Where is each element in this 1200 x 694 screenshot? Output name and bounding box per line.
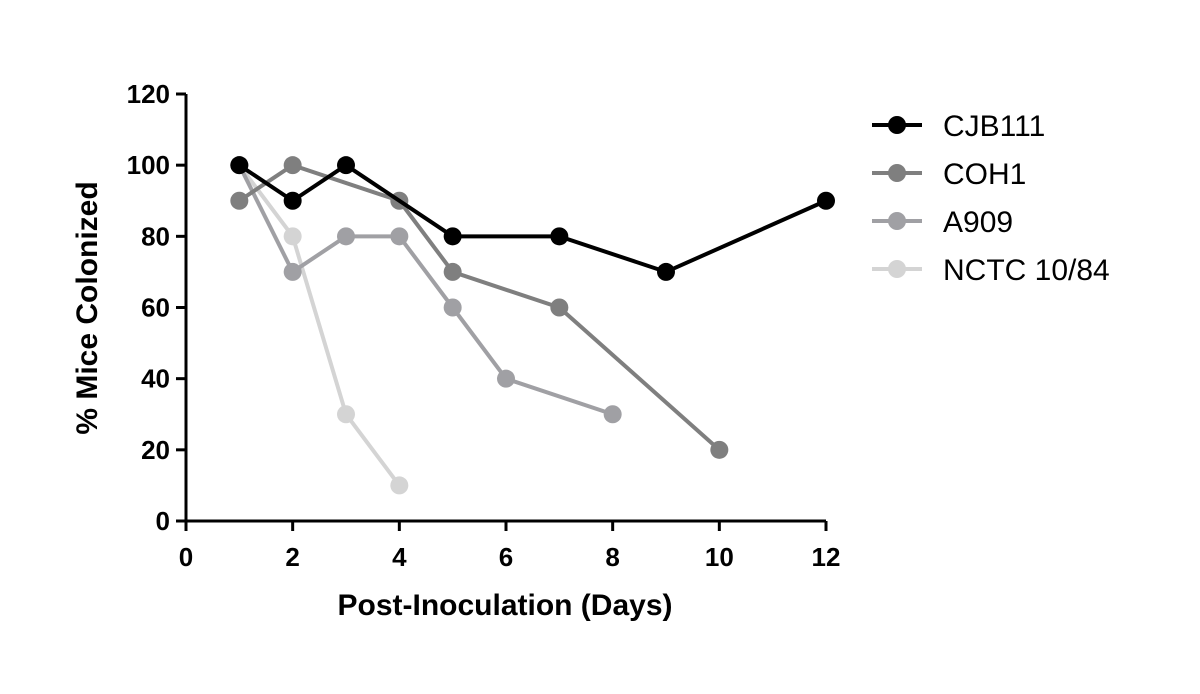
data-point: [550, 298, 569, 317]
data-point: [657, 262, 675, 281]
x-tick-label: 10: [705, 542, 734, 572]
legend-label: NCTC 10/84: [943, 254, 1110, 287]
legend-marker: [888, 212, 906, 230]
x-axis-label: Post-Inoculation (Days): [337, 589, 672, 622]
legend-label: COH1: [943, 158, 1026, 191]
data-point: [710, 440, 729, 459]
data-point: [337, 227, 355, 246]
y-tick-label: 120: [127, 79, 170, 109]
x-tick-label: 2: [285, 542, 299, 572]
y-tick-label: 40: [141, 364, 170, 394]
series-line: [238, 162, 721, 452]
data-point: [283, 227, 302, 246]
x-tick-label: 6: [499, 542, 513, 572]
y-tick-label: 100: [127, 150, 170, 180]
series-line: [238, 162, 827, 275]
data-point: [230, 156, 249, 175]
data-point: [337, 405, 355, 424]
y-axis-label: % Mice Colonized: [71, 181, 104, 434]
legend-item: A909: [872, 206, 1013, 239]
series-nctc-10-84: [230, 156, 409, 495]
y-tick-label: 60: [141, 293, 170, 323]
series-line: [237, 163, 401, 487]
data-point: [817, 191, 835, 210]
legend-label: A909: [943, 206, 1013, 239]
y-tick-label: 80: [141, 221, 170, 251]
data-point: [283, 262, 302, 281]
legend-marker: [888, 260, 906, 278]
legend-item: COH1: [872, 158, 1026, 191]
data-point: [390, 476, 409, 495]
y-tick-label: 0: [156, 506, 170, 536]
data-point: [283, 191, 302, 210]
data-point: [443, 227, 462, 246]
legend-marker: [888, 164, 906, 182]
x-tick-label: 0: [179, 542, 193, 572]
series-a909: [230, 156, 622, 424]
data-point: [443, 298, 462, 317]
legend-marker: [888, 116, 906, 134]
series-coh1: [230, 156, 729, 459]
data-point: [283, 156, 302, 175]
data-point: [550, 227, 569, 246]
data-point: [443, 262, 462, 281]
legend-item: NCTC 10/84: [872, 254, 1110, 287]
data-point: [230, 191, 249, 210]
data-point: [603, 405, 622, 424]
legend-label: CJB111: [943, 110, 1045, 143]
x-tick-label: 12: [812, 542, 841, 572]
data-point: [497, 369, 515, 388]
series-cjb111: [230, 156, 835, 281]
legend-item: CJB111: [872, 110, 1045, 143]
data-point: [390, 227, 409, 246]
x-tick-label: 4: [392, 542, 407, 572]
y-tick-label: 20: [141, 435, 170, 465]
x-tick-label: 8: [605, 542, 619, 572]
data-point: [337, 156, 355, 175]
